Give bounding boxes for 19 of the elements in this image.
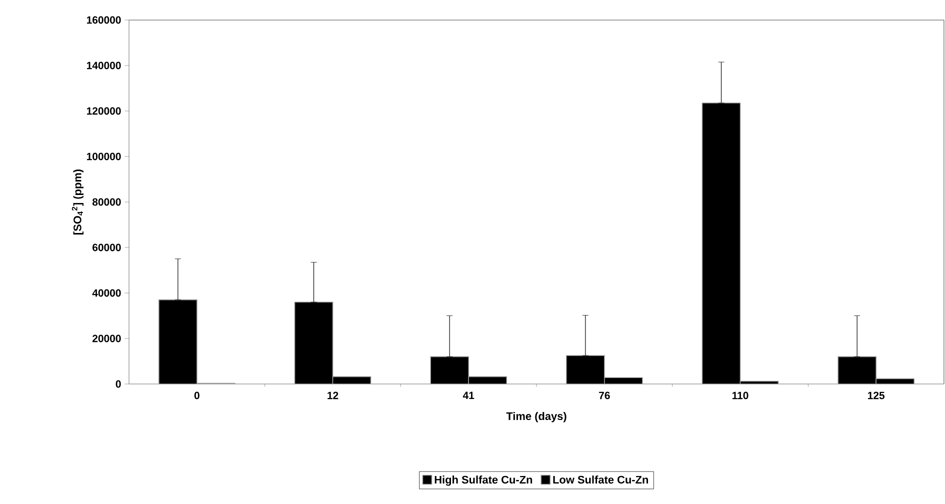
x-axis-title: Time (days) xyxy=(506,412,566,422)
y-tick-label: 40000 xyxy=(92,289,121,297)
x-tick-label: 125 xyxy=(868,392,885,400)
y-tick-label: 160000 xyxy=(86,16,121,24)
y-tick-label: 80000 xyxy=(92,198,121,206)
x-tick-label: 0 xyxy=(194,392,200,400)
legend-label: High Sulfate Cu-Zn xyxy=(434,476,532,486)
x-tick-label: 76 xyxy=(599,392,610,400)
y-tick-label: 60000 xyxy=(92,244,121,252)
y-tick-label: 100000 xyxy=(86,152,121,160)
y-tick-label: 120000 xyxy=(86,107,121,115)
x-tick-label: 110 xyxy=(732,392,748,400)
y-axis-title: [SO$_{4}$$^{2}$] (ppm) xyxy=(72,169,84,234)
y-tick-label: 20000 xyxy=(92,334,121,342)
x-tick-label: 41 xyxy=(462,392,474,399)
y-tick-label: 0 xyxy=(116,380,121,388)
y-tick-label: 140000 xyxy=(86,62,121,70)
legend-label: Low Sulfate Cu-Zn xyxy=(553,476,648,484)
x-tick-label: 12 xyxy=(328,392,338,400)
